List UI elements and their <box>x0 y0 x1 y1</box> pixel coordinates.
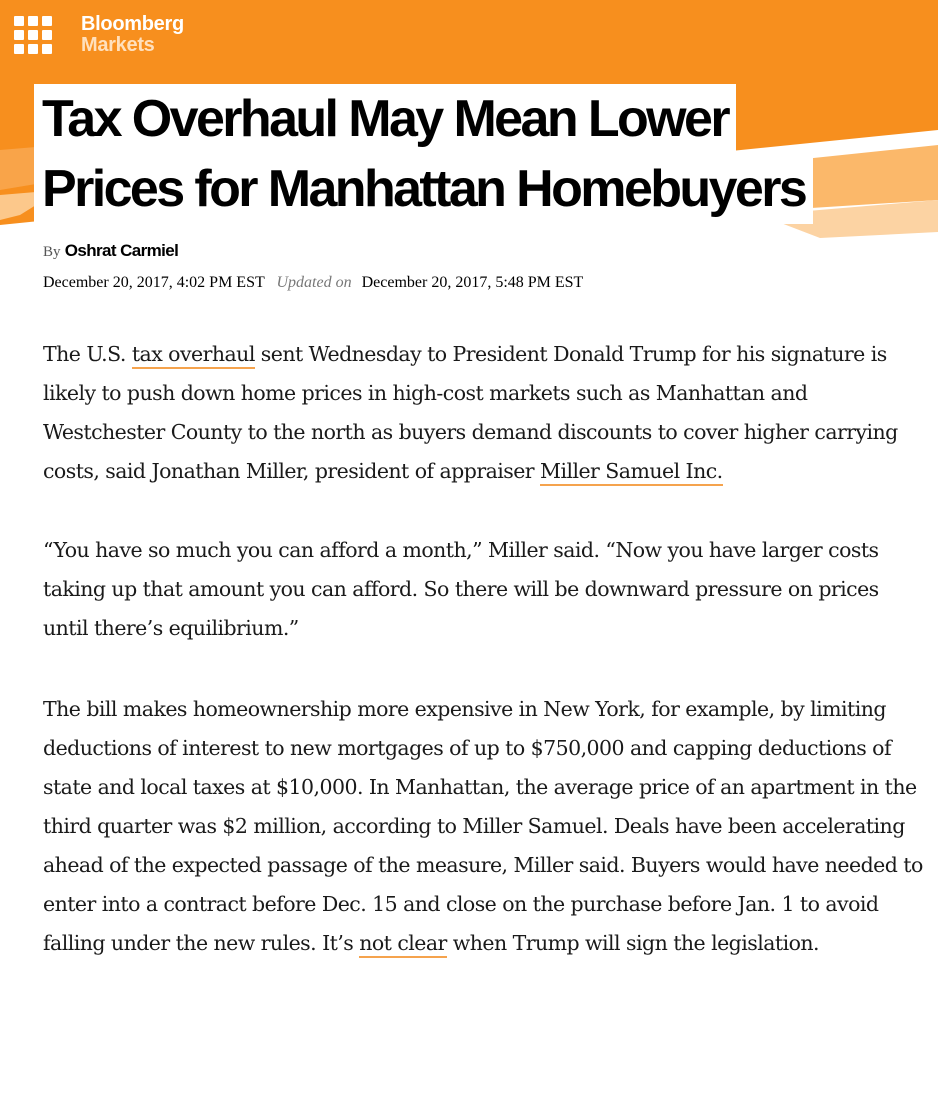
paragraph-3: The bill makes homeownership more expens… <box>43 690 923 963</box>
updated-date: December 20, 2017, 5:48 PM EST <box>361 274 584 291</box>
paragraph-3-text-end: when Trump will sign the legislation. <box>446 931 820 955</box>
article-dates: December 20, 2017, 4:02 PM EST Updated o… <box>43 274 583 292</box>
headline-line-2: Prices for Manhattan Homebuyers <box>34 154 814 224</box>
paragraph-3-text-start: The bill makes homeownership more expens… <box>43 697 923 955</box>
link-not-clear[interactable]: not clear <box>359 931 447 958</box>
article-headline: Tax Overhaul May Mean Lower Prices for M… <box>34 84 814 224</box>
author-name[interactable]: Oshrat Carmiel <box>64 241 179 260</box>
paragraph-1-text-start: The U.S. <box>43 342 132 366</box>
byline-prefix: By <box>43 244 61 260</box>
bloomberg-grid-icon[interactable] <box>14 16 54 56</box>
brand-lockup[interactable]: Bloomberg Markets <box>81 14 184 56</box>
link-miller-samuel[interactable]: Miller Samuel Inc. <box>540 459 723 486</box>
byline: By Oshrat Carmiel <box>43 241 179 261</box>
paragraph-2: “You have so much you can afford a month… <box>43 538 879 640</box>
link-tax-overhaul[interactable]: tax overhaul <box>131 342 255 369</box>
article-body: The U.S. tax overhaul sent Wednesday to … <box>43 335 923 1003</box>
brand-name: Bloomberg <box>81 13 184 35</box>
updated-label: Updated on <box>276 274 352 291</box>
section-name[interactable]: Markets <box>81 34 155 56</box>
paragraph-1-text-middle: sent Wednesday to President Donald Trump… <box>43 342 898 483</box>
headline-line-1: Tax Overhaul May Mean Lower <box>34 84 736 154</box>
paragraph-1: The U.S. tax overhaul sent Wednesday to … <box>43 335 923 491</box>
published-date: December 20, 2017, 4:02 PM EST <box>43 274 265 291</box>
